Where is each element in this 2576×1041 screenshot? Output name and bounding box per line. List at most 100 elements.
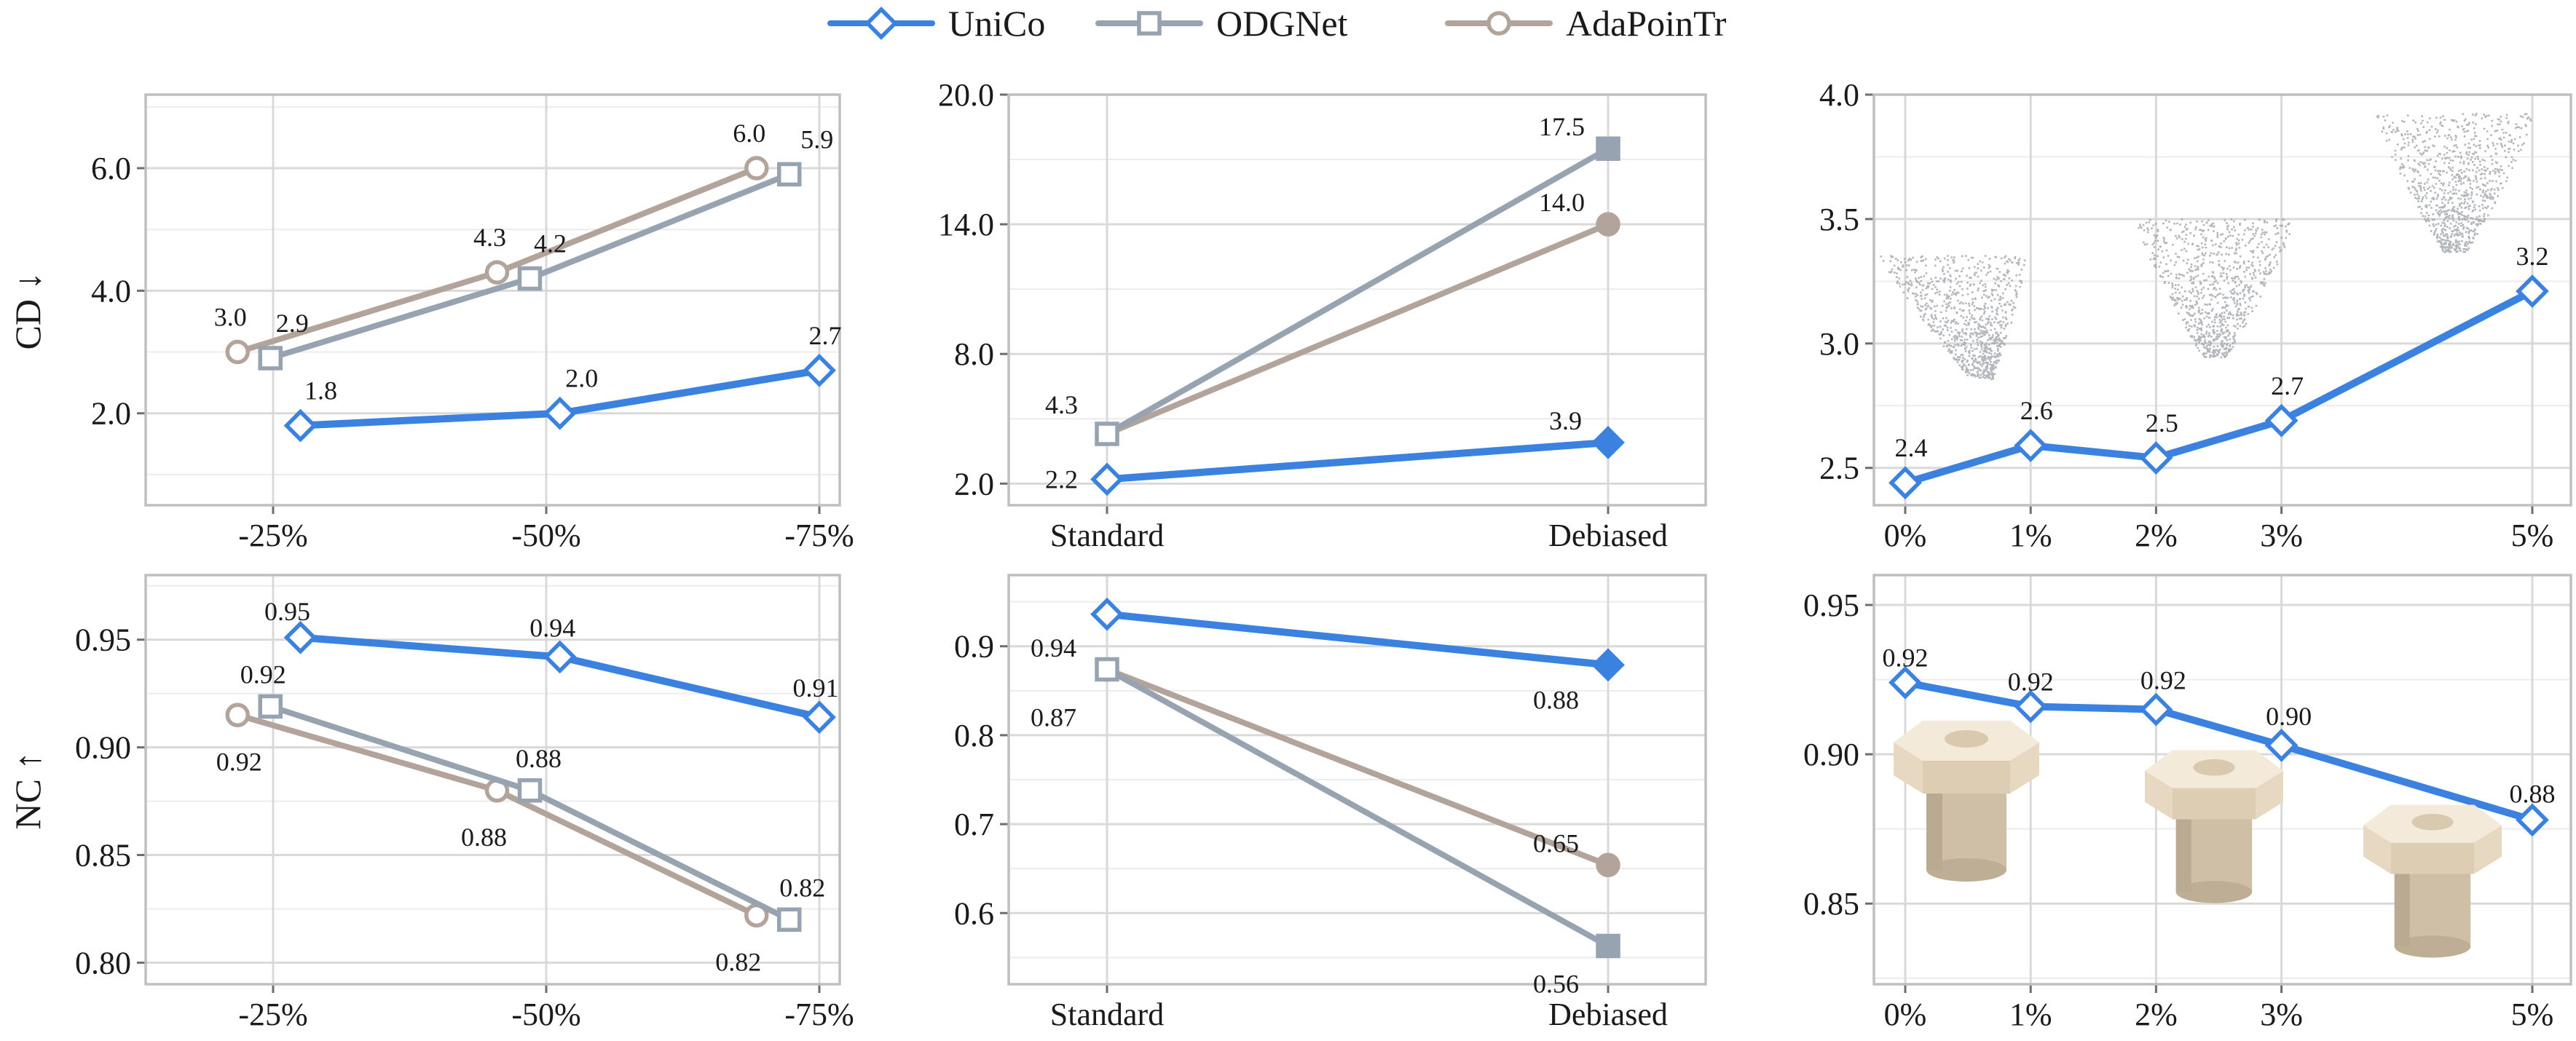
data-point [2014, 689, 2048, 724]
data-point [543, 396, 577, 430]
point-cloud-image [2138, 218, 2291, 359]
data-label: 0.95 [264, 597, 310, 626]
data-label: 0.88 [461, 823, 507, 852]
series-odgnet [1095, 657, 1620, 959]
panels: 2.0 4.0 6.0 -25% -50% -75% CD ↓ 1.8 2.0 2.7 2.9 4.2… [7, 77, 2572, 1032]
y-tick-label: 0.6 [954, 895, 994, 931]
data-label: 1.8 [304, 376, 337, 405]
data-point [803, 353, 836, 387]
data-label: 0.90 [2266, 702, 2312, 731]
y-tick-label: 20.0 [938, 77, 994, 113]
x-tick-label: 3% [2260, 997, 2303, 1032]
cylinder-base [2175, 881, 2253, 903]
x-tick-label: -75% [784, 997, 854, 1032]
legend-label: AdaPoinTr [1566, 3, 1727, 44]
data-point [2139, 692, 2173, 727]
data-point [1095, 421, 1119, 446]
y-tick-label: 0.95 [75, 622, 131, 658]
panel-frame [1007, 93, 1707, 507]
data-label: 0.94 [529, 613, 575, 642]
legend-item-odgnet: ODGNet [1095, 3, 1348, 44]
y-tick-label: 8.0 [954, 336, 994, 372]
y-tick-label: 4.0 [91, 273, 131, 309]
data-point [1095, 657, 1119, 682]
series-adapointr [1095, 212, 1620, 446]
legend-marker-circle [1486, 11, 1511, 36]
y-tick-label: 0.90 [75, 730, 131, 766]
data-label: 2.2 [1045, 464, 1078, 494]
series-line [235, 712, 760, 919]
legend-label: ODGNet [1216, 3, 1348, 44]
legend-label: UniCo [948, 3, 1045, 44]
panel-frame [144, 574, 841, 986]
data-label: 0.82 [779, 873, 825, 902]
point-cloud-image [2376, 113, 2532, 253]
legend: UniCo ODGNet AdaPoinTr [827, 3, 1727, 44]
data-label: 17.5 [1539, 112, 1585, 141]
hex-front-face [2173, 788, 2256, 820]
hex-hole [1945, 730, 1988, 748]
series-unico [283, 353, 836, 443]
data-point [1888, 466, 1922, 500]
series-unico [1888, 665, 2549, 837]
data-point [1090, 597, 1124, 631]
data-point [1090, 462, 1124, 496]
data-label: 0.92 [2008, 667, 2054, 696]
data-label: 0.65 [1533, 828, 1579, 858]
x-tick-label: 5% [2511, 997, 2554, 1032]
x-tick-label: -50% [511, 518, 580, 553]
data-point [1596, 136, 1620, 161]
mesh-renders [1894, 721, 2502, 958]
x-tick-label: Debiased [1548, 518, 1668, 553]
data-point [1596, 212, 1620, 237]
data-label: 0.82 [715, 947, 761, 976]
x-tick-label: 1% [2009, 518, 2052, 553]
y-tick-label: 0.85 [1803, 886, 1859, 922]
x-tick-label: Standard [1050, 997, 1164, 1032]
data-point [1591, 426, 1625, 459]
data-label: 2.5 [2146, 408, 2178, 438]
panel-frame [1007, 574, 1707, 986]
hex-nut-render [1894, 721, 2039, 882]
series-line [1103, 610, 1612, 669]
x-tick-label: -25% [238, 518, 307, 553]
data-point [777, 907, 802, 933]
data-label: 0.87 [1031, 703, 1076, 732]
data-point [283, 620, 318, 654]
series-unico [1888, 274, 2549, 500]
data-label: 0.88 [2510, 779, 2556, 808]
point-cloud-points [2376, 113, 2532, 253]
data-point [2516, 274, 2549, 308]
data-point [777, 162, 802, 187]
y-tick-label: 6.0 [91, 151, 131, 186]
y-axis-title: CD ↓ [7, 272, 48, 350]
data-point [803, 700, 836, 735]
panel-cd-noise: 2.5 3.0 3.5 4.0 0% 1% 2% 3% 5% 2.4 2.6 2.5 2.7 3.2 [1819, 77, 2572, 553]
x-tick-label: 2% [2135, 997, 2178, 1032]
series-unico [283, 620, 836, 735]
panel-frame [144, 93, 841, 507]
series-line [1104, 221, 1611, 438]
data-label: 2.9 [276, 309, 309, 338]
cylinder-base [2394, 935, 2471, 958]
hex-nut-render [2363, 804, 2502, 958]
x-tick-label: -50% [511, 997, 580, 1032]
point-cloud-image [1880, 255, 2026, 381]
legend-marker-diamond [864, 7, 898, 40]
legend-item-unico: UniCo [827, 3, 1045, 44]
series-odgnet [258, 694, 802, 933]
series-unico [1090, 426, 1625, 496]
y-tick-label: 3.0 [1819, 326, 1859, 362]
data-label: 0.56 [1533, 969, 1579, 998]
x-tick-label: -25% [238, 997, 307, 1032]
x-tick-label: 2% [2135, 518, 2178, 553]
data-point [517, 778, 543, 803]
data-label: 3.0 [214, 303, 247, 332]
minor-grid [1009, 601, 1706, 959]
data-label: 0.91 [793, 673, 839, 702]
data-point [2139, 441, 2173, 475]
y-tick-label: 14.0 [938, 207, 994, 242]
data-point [2264, 728, 2299, 762]
data-point [543, 640, 577, 674]
data-point [744, 156, 769, 181]
